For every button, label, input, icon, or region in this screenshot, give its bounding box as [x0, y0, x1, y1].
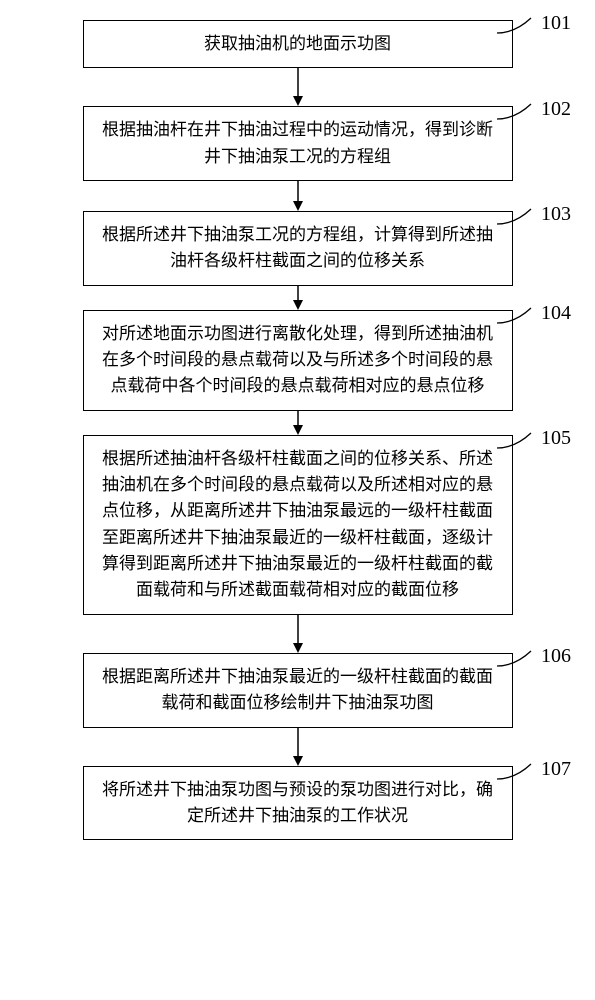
step-label: 104 — [541, 302, 571, 325]
flow-step-row: 根据距离所述井下抽油泵最近的一级杆柱截面的截面载荷和截面位移绘制井下抽油泵功图 … — [10, 653, 585, 728]
step-label: 103 — [541, 203, 571, 226]
flow-step-box: 对所述地面示功图进行离散化处理，得到所述抽油机在多个时间段的悬点载荷以及与所述多… — [83, 310, 513, 411]
flow-step-box: 将所述井下抽油泵功图与预设的泵功图进行对比，确定所述井下抽油泵的工作状况 — [83, 766, 513, 841]
step-connector-curve — [497, 647, 537, 667]
step-label: 101 — [541, 12, 571, 35]
flow-step-row: 获取抽油机的地面示功图 101 — [10, 20, 585, 68]
step-connector-curve — [497, 760, 537, 780]
step-connector-curve — [497, 304, 537, 324]
flowchart-container: 获取抽油机的地面示功图 101 根据抽油杆在井下抽油过程中的运动情况，得到诊断井… — [10, 20, 585, 840]
flow-step-row: 根据抽油杆在井下抽油过程中的运动情况，得到诊断井下抽油泵工况的方程组 102 — [10, 106, 585, 181]
step-label: 105 — [541, 427, 571, 450]
flow-step-row: 根据所述井下抽油泵工况的方程组，计算得到所述抽油杆各级杆柱截面之间的位移关系 1… — [10, 211, 585, 286]
flow-step-box: 根据距离所述井下抽油泵最近的一级杆柱截面的截面载荷和截面位移绘制井下抽油泵功图 — [83, 653, 513, 728]
step-connector-curve — [497, 205, 537, 225]
flow-step-box: 根据抽油杆在井下抽油过程中的运动情况，得到诊断井下抽油泵工况的方程组 — [83, 106, 513, 181]
step-label: 102 — [541, 98, 571, 121]
flow-step-box: 根据所述井下抽油泵工况的方程组，计算得到所述抽油杆各级杆柱截面之间的位移关系 — [83, 211, 513, 286]
flow-step-row: 对所述地面示功图进行离散化处理，得到所述抽油机在多个时间段的悬点载荷以及与所述多… — [10, 310, 585, 411]
step-connector-curve — [497, 14, 537, 34]
flow-step-box: 获取抽油机的地面示功图 — [83, 20, 513, 68]
flow-step-row: 将所述井下抽油泵功图与预设的泵功图进行对比，确定所述井下抽油泵的工作状况 107 — [10, 766, 585, 841]
flow-step-box: 根据所述抽油杆各级杆柱截面之间的位移关系、所述抽油机在多个时间段的悬点载荷以及所… — [83, 435, 513, 615]
step-label: 106 — [541, 645, 571, 668]
step-label: 107 — [541, 758, 571, 781]
step-connector-curve — [497, 429, 537, 449]
step-connector-curve — [497, 100, 537, 120]
flow-step-row: 根据所述抽油杆各级杆柱截面之间的位移关系、所述抽油机在多个时间段的悬点载荷以及所… — [10, 435, 585, 615]
